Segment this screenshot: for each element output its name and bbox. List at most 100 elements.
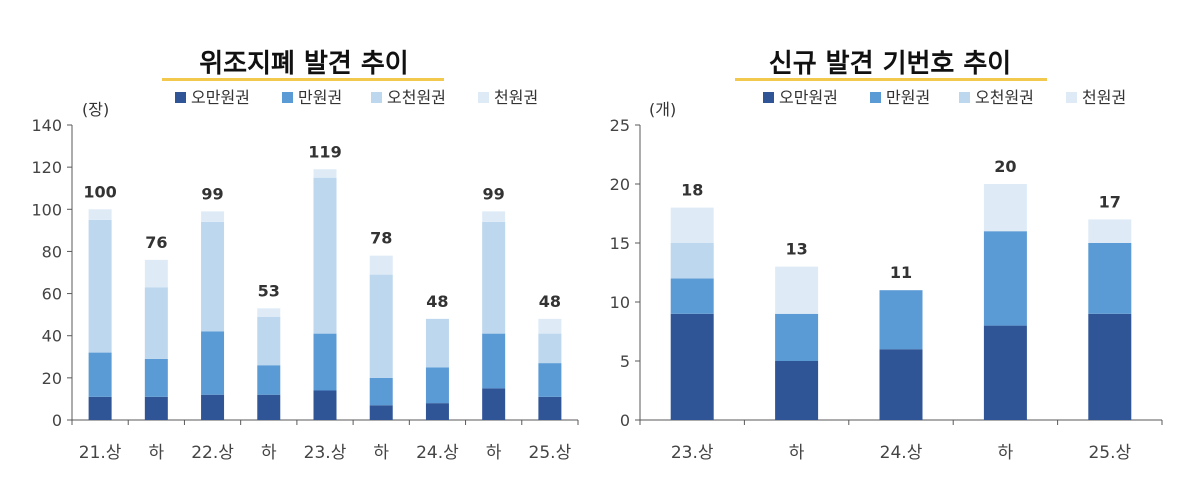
x-tick-label: 하 <box>789 443 805 463</box>
y-tick-label: 40 <box>42 327 62 346</box>
y-tick-label: 0 <box>52 411 62 430</box>
bar-segment <box>88 209 112 220</box>
bar-segment <box>313 390 337 420</box>
bar-segment <box>775 266 819 314</box>
y-tick-label: 20 <box>42 369 62 388</box>
y-tick-label: 15 <box>610 234 630 253</box>
bar-segment <box>257 394 281 420</box>
bar-segment <box>670 278 714 314</box>
x-tick-label: 22.상 <box>191 443 234 463</box>
bar-segment <box>1088 243 1132 314</box>
x-tick-label: 24.상 <box>880 443 923 463</box>
bar-segment <box>983 231 1027 326</box>
legend-label: 천원권 <box>494 88 538 107</box>
bar-segment <box>538 333 562 364</box>
data-label: 11 <box>890 263 912 282</box>
bar-segment <box>983 184 1027 232</box>
y-axis-unit: (개) <box>649 100 676 119</box>
legend-label: 천원권 <box>1082 88 1126 107</box>
title-underline <box>162 78 444 81</box>
data-label: 48 <box>539 292 561 311</box>
x-tick-label: 23.상 <box>671 443 714 463</box>
bar-segment <box>1088 313 1132 420</box>
data-label: 17 <box>1099 192 1121 211</box>
y-tick-label: 5 <box>620 352 630 371</box>
legend-swatch <box>763 92 774 103</box>
bar-segment <box>144 287 168 359</box>
bar-segment <box>369 274 393 378</box>
legend-swatch <box>870 92 881 103</box>
bar-segment <box>369 377 393 406</box>
chart-title: 신규 발견 기번호 추이 <box>769 49 1011 79</box>
bar-segment <box>879 349 923 420</box>
bar-segment <box>88 396 112 420</box>
data-label: 99 <box>201 184 223 203</box>
bar-segment <box>257 316 281 366</box>
bar-segment <box>313 169 337 178</box>
bar-segment <box>88 219 112 353</box>
bar-segment <box>144 358 168 397</box>
bar-segment <box>313 333 337 391</box>
y-tick-label: 0 <box>620 411 630 430</box>
bar-segment <box>144 396 168 420</box>
bar-segment <box>88 352 112 397</box>
legend-swatch <box>371 92 382 103</box>
bar-segment <box>538 363 562 397</box>
data-label: 48 <box>426 292 448 311</box>
x-tick-label: 하 <box>149 443 165 463</box>
bar-segment <box>144 259 168 288</box>
data-label: 13 <box>785 240 807 259</box>
legend-swatch <box>175 92 186 103</box>
bar-segment <box>1088 219 1132 243</box>
bar-segment <box>482 211 506 222</box>
title-underline <box>735 78 1047 81</box>
bar-segment <box>201 331 225 395</box>
data-label: 78 <box>370 229 392 248</box>
data-label: 99 <box>483 184 505 203</box>
bar-segment <box>201 221 225 332</box>
bar-segment <box>670 313 714 420</box>
data-label: 119 <box>308 142 341 161</box>
x-tick-label: 21.상 <box>79 443 122 463</box>
bar-segment <box>257 365 281 395</box>
y-tick-label: 25 <box>610 116 630 135</box>
legend-swatch <box>478 92 489 103</box>
legend-label: 오만원권 <box>779 88 838 107</box>
bar-segment <box>201 394 225 420</box>
legend-swatch <box>1066 92 1077 103</box>
legend-label: 만원권 <box>886 88 930 107</box>
x-tick-label: 하 <box>998 443 1014 463</box>
y-tick-label: 100 <box>31 200 62 219</box>
bar-segment <box>482 388 506 420</box>
y-tick-label: 120 <box>31 158 62 177</box>
y-axis-unit: (장) <box>82 100 109 119</box>
legend-swatch <box>282 92 293 103</box>
x-tick-label: 하 <box>261 443 277 463</box>
legend-swatch <box>959 92 970 103</box>
legend-label: 오만원권 <box>191 88 250 107</box>
bar-segment <box>775 361 819 420</box>
chart-title: 위조지폐 발견 추이 <box>199 49 408 79</box>
x-tick-label: 하 <box>486 443 502 463</box>
y-tick-label: 80 <box>42 242 62 261</box>
bar-segment <box>425 403 449 420</box>
data-label: 18 <box>681 181 703 200</box>
y-tick-label: 10 <box>610 293 630 312</box>
bar-segment <box>879 290 923 350</box>
data-label: 76 <box>145 233 167 252</box>
bar-segment <box>369 405 393 420</box>
bar-segment <box>775 313 819 361</box>
bar-segment <box>538 396 562 420</box>
y-tick-label: 20 <box>610 175 630 194</box>
bar-segment <box>670 207 714 243</box>
bar-segment <box>369 255 393 275</box>
bar-segment <box>482 333 506 389</box>
bar-segment <box>257 308 281 317</box>
bar-segment <box>425 318 449 368</box>
x-tick-label: 23.상 <box>304 443 347 463</box>
data-label: 53 <box>258 281 280 300</box>
legend-label: 만원권 <box>298 88 342 107</box>
y-tick-label: 60 <box>42 285 62 304</box>
bar-segment <box>201 211 225 222</box>
